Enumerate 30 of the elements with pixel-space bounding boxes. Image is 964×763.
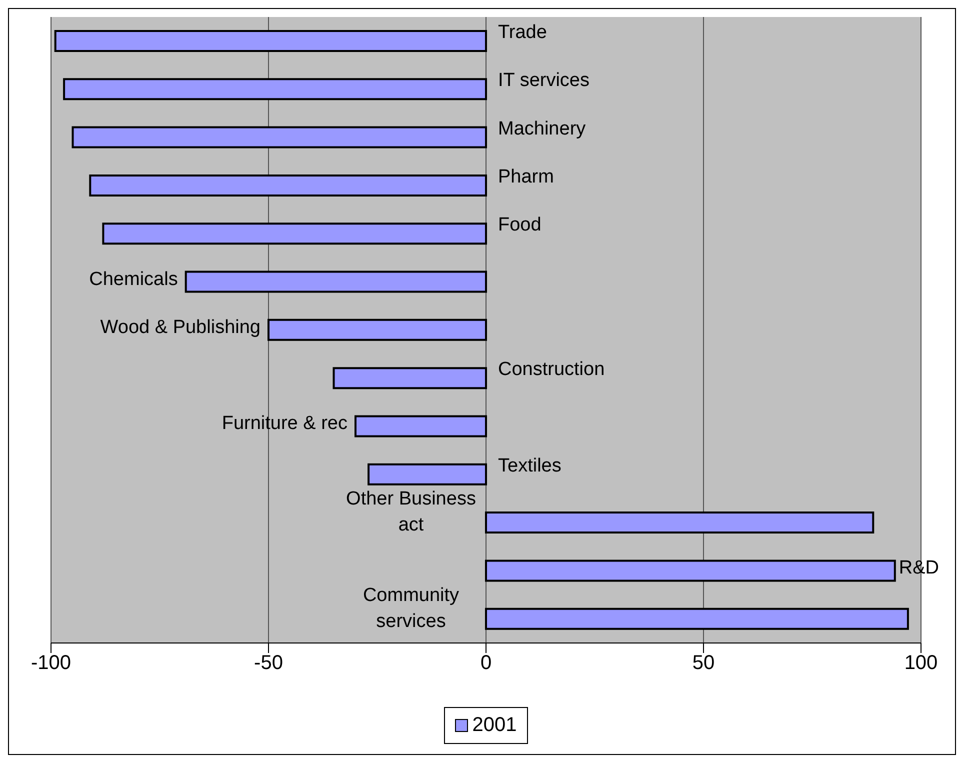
y-tick-label: Textiles xyxy=(498,455,562,476)
bar xyxy=(54,30,487,52)
bar xyxy=(184,270,487,293)
x-tick-label: -100 xyxy=(30,652,72,674)
bar xyxy=(63,78,487,100)
bar xyxy=(368,463,487,486)
bar xyxy=(102,222,487,245)
y-tick-label: IT services xyxy=(498,70,590,92)
bar xyxy=(485,512,874,534)
bar xyxy=(332,367,487,390)
bar xyxy=(485,608,909,630)
legend-label: 2001 xyxy=(471,714,517,737)
y-tick-label: Chemicals xyxy=(89,268,178,290)
y-tick-label: Pharm xyxy=(498,166,554,188)
x-tick-label: -50 xyxy=(254,652,283,674)
bar xyxy=(354,415,487,438)
bar xyxy=(268,318,487,341)
bar xyxy=(89,174,487,196)
y-tick-label: Machinery xyxy=(498,118,586,140)
y-tick-label: Other Business act xyxy=(346,488,476,536)
x-tick-label: 50 xyxy=(692,652,715,674)
bar xyxy=(72,126,487,148)
x-tick-label: 0 xyxy=(480,652,492,674)
y-tick-label: Construction xyxy=(498,359,605,380)
x-tick-label: 100 xyxy=(904,652,938,674)
y-tick-label: Wood & Publishing xyxy=(100,316,260,338)
y-tick-label: Trade xyxy=(498,22,547,44)
y-tick-label: Community services xyxy=(362,584,460,632)
y-tick-label: Food xyxy=(498,214,542,236)
bar xyxy=(485,560,896,582)
